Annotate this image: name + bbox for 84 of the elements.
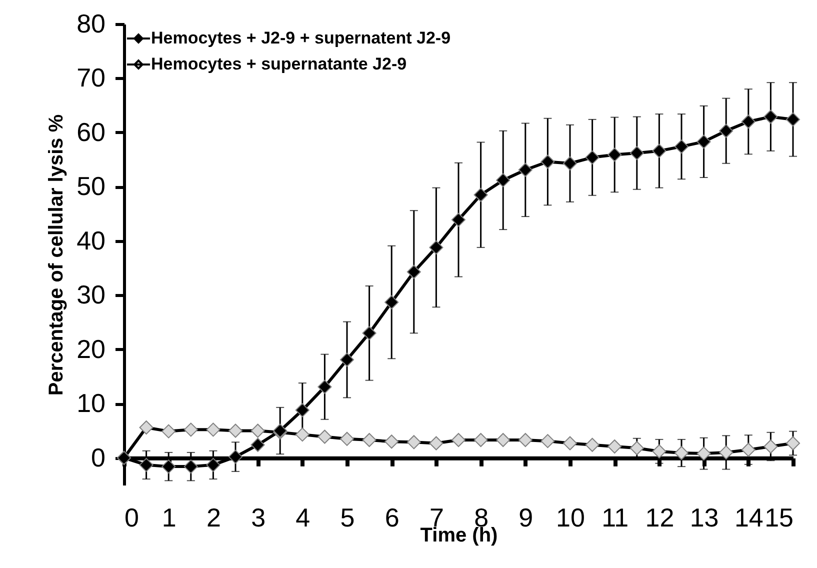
point xyxy=(674,140,689,154)
x-tick-label: 13 xyxy=(690,502,719,532)
y-tick-label: 70 xyxy=(76,62,106,93)
x-tick-label: 12 xyxy=(645,502,674,532)
point xyxy=(406,264,421,279)
point xyxy=(318,430,332,444)
point xyxy=(764,110,778,124)
point xyxy=(406,435,421,450)
point xyxy=(674,446,689,460)
point xyxy=(652,144,666,158)
point xyxy=(540,154,555,169)
point xyxy=(719,445,734,460)
y-tick-label: 30 xyxy=(76,280,106,310)
point xyxy=(540,434,555,448)
point xyxy=(562,156,578,170)
point xyxy=(250,438,265,452)
x-tick-label: 0 xyxy=(124,502,139,532)
point xyxy=(696,446,711,461)
point xyxy=(184,460,198,474)
x-tick-label: 10 xyxy=(556,502,585,532)
y-tick-label: 50 xyxy=(76,171,106,202)
y-axis-title: Percentage of cellular lysis % xyxy=(46,114,68,396)
point xyxy=(786,112,800,126)
point xyxy=(496,173,510,188)
y-tick-label: 40 xyxy=(76,225,106,256)
point xyxy=(250,424,265,438)
point xyxy=(451,432,466,448)
point xyxy=(630,441,644,456)
y-tick-label: 80 xyxy=(76,8,106,38)
point xyxy=(184,422,198,437)
point xyxy=(318,380,332,394)
y-tick-label: 20 xyxy=(76,334,106,364)
point xyxy=(451,212,466,227)
x-tick-label: 9 xyxy=(518,502,534,532)
x-tick-label: 2 xyxy=(206,502,221,532)
point xyxy=(562,436,578,450)
point xyxy=(384,295,399,310)
x-tick-label: 15 xyxy=(764,502,794,532)
point xyxy=(384,434,399,449)
point xyxy=(696,134,711,149)
point xyxy=(362,432,376,448)
point xyxy=(429,240,444,254)
point xyxy=(228,424,243,438)
point xyxy=(518,162,532,177)
x-tick-label: 14 xyxy=(734,502,764,532)
point xyxy=(228,450,243,464)
point xyxy=(741,442,756,457)
point xyxy=(608,148,622,162)
legend-label: Hemocytes + supernatante J2-9 xyxy=(151,54,407,74)
point xyxy=(429,436,444,450)
point xyxy=(630,146,644,160)
point xyxy=(295,403,310,418)
point xyxy=(139,458,154,472)
x-tick-label: 6 xyxy=(384,502,400,532)
point xyxy=(518,432,532,448)
point xyxy=(162,424,176,438)
point xyxy=(340,432,354,446)
point xyxy=(162,460,176,474)
y-tick-label: 10 xyxy=(76,388,106,418)
point xyxy=(340,352,354,367)
point xyxy=(764,439,778,454)
point xyxy=(652,444,666,458)
point xyxy=(362,326,376,340)
x-tick-label: 3 xyxy=(251,502,266,532)
point xyxy=(206,458,220,472)
x-tick-label: 11 xyxy=(602,502,629,532)
point xyxy=(585,150,600,164)
point xyxy=(474,432,488,448)
point xyxy=(719,124,734,138)
point xyxy=(474,188,488,202)
point xyxy=(786,436,800,450)
x-tick-label: 5 xyxy=(340,502,355,532)
legend-label: Hemocytes + J2-9 + supernatent J2-9 xyxy=(151,28,451,48)
point xyxy=(741,114,756,129)
y-tick-label: 0 xyxy=(91,442,106,472)
x-tick-label: 4 xyxy=(296,502,310,532)
y-tick-label: 60 xyxy=(76,116,106,147)
x-tick-label: 1 xyxy=(162,502,176,532)
point xyxy=(295,428,310,442)
point xyxy=(206,422,220,437)
point xyxy=(608,439,622,454)
point xyxy=(139,420,154,435)
point xyxy=(496,432,510,448)
point xyxy=(585,438,600,452)
